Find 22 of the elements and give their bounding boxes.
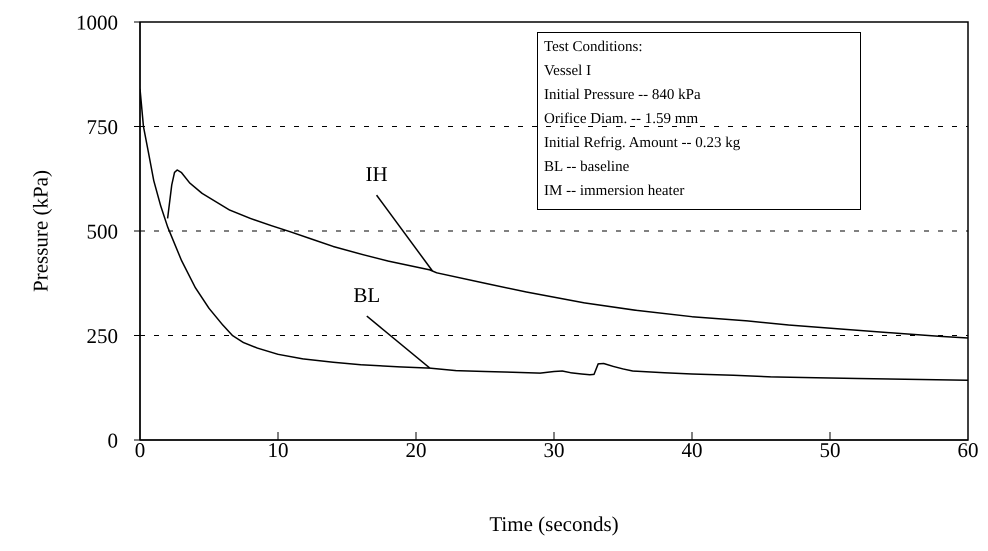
annotation: IM -- immersion heater xyxy=(544,182,686,201)
y-tick-label: 1000 xyxy=(76,10,118,34)
annotation: BL xyxy=(353,283,380,308)
annotation: BL -- baseline xyxy=(544,158,630,177)
annotation: Initial Pressure -- 840 kPa xyxy=(544,86,702,105)
y-tick-label: 250 xyxy=(86,324,118,348)
x-tick-label: 10 xyxy=(268,438,288,462)
annotation: Orifice Diam. -- 1.59 mm xyxy=(544,110,700,129)
annotation: Initial Refrig. Amount -- 0.23 kg xyxy=(544,134,740,153)
x-tick-label: 60 xyxy=(958,438,978,462)
x-tick-label: 20 xyxy=(406,438,426,462)
annotation: Vessel I xyxy=(544,62,592,81)
x-tick-label: 0 xyxy=(134,438,146,462)
x-tick-label: 30 xyxy=(544,438,564,462)
x-tick-label: 50 xyxy=(820,438,840,462)
y-axis-title: Pressure (kPa) xyxy=(28,170,52,292)
annotation: Test Conditions: xyxy=(544,38,644,57)
annotation: IH xyxy=(365,162,388,186)
y-tick-label: 500 xyxy=(86,219,118,244)
y-tick-label: 750 xyxy=(86,114,118,139)
x-tick-label: 40 xyxy=(682,438,702,462)
x-axis-title: Time (seconds) xyxy=(489,512,619,536)
